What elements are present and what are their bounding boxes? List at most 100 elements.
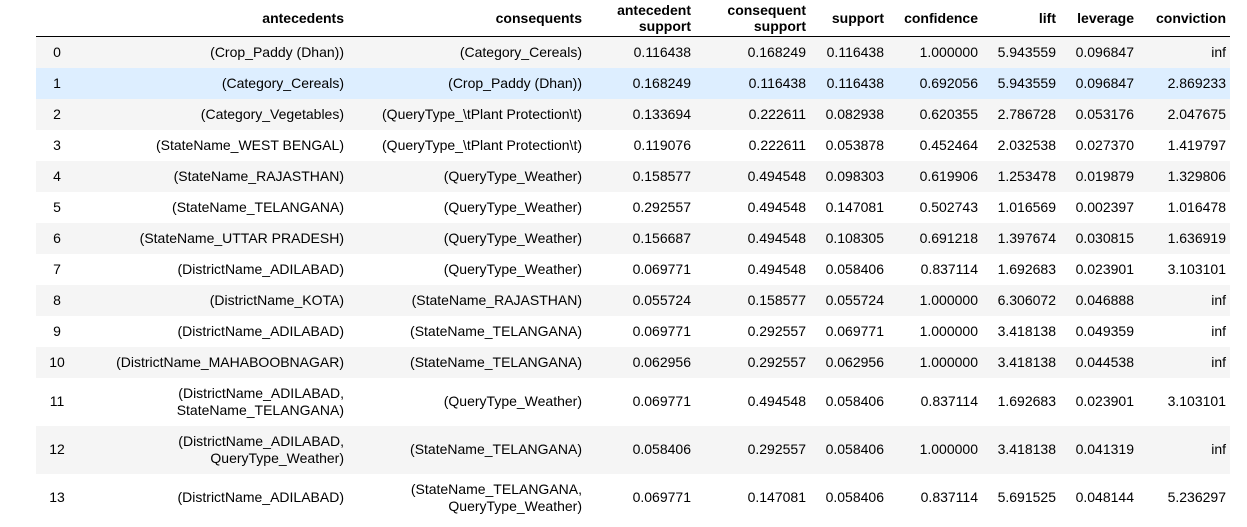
column-header-leverage: leverage [1060, 0, 1138, 37]
row-index: 1 [53, 74, 61, 91]
cell-consequent-support: 0.292557 [747, 441, 806, 457]
cell-consequent-support: 0.494548 [747, 198, 806, 215]
cell-lift: 5.943559 [997, 43, 1056, 60]
cell-lift: 1.692683 [997, 393, 1056, 409]
cell-consequent-support: 0.494548 [747, 260, 806, 277]
cell-antecedent-support: 0.069771 [632, 322, 691, 339]
cell-lift: 1.692683 [997, 260, 1056, 277]
cell-consequents: (QueryType_Weather) [348, 192, 586, 223]
cell-lift: 1.397674 [997, 229, 1056, 246]
column-header-antecedents: antecedents [78, 0, 348, 37]
cell-leverage: 0.044538 [1075, 353, 1134, 370]
column-header-index [36, 0, 78, 37]
cell-consequents: (StateName_TELANGANA) [348, 347, 586, 378]
cell-lift: 1.253478 [997, 167, 1056, 184]
cell-consequents: (StateName_TELANGANA) [348, 316, 586, 347]
table-row: 7 (DistrictName_ADILABAD) (QueryType_Weath… [36, 253, 1230, 285]
consequents-line: (QueryType_Weather) [443, 198, 582, 215]
cell-confidence: 1.000000 [919, 291, 978, 308]
antecedents-line: (StateName_RAJASTHAN) [173, 167, 344, 184]
cell-conviction: 1.329806 [1167, 167, 1226, 184]
cell-lift: 6.306072 [997, 291, 1056, 308]
cell-consequent-support: 0.222611 [748, 136, 806, 153]
cell-leverage: 0.027370 [1075, 136, 1134, 153]
cell-antecedents: (StateName_WEST BENGAL) [78, 130, 348, 161]
cell-support: 0.147081 [825, 198, 884, 215]
table-row: 5 (StateName_TELANGANA) (QueryType_Weather… [36, 191, 1230, 223]
antecedents-line: (DistrictName_KOTA) [209, 291, 344, 308]
table-row: 1 (Category_Cereals) (Crop_Paddy (Dhan)) 0.… [36, 67, 1230, 99]
cell-antecedents: (StateName_RAJASTHAN) [78, 161, 348, 192]
cell-lift: 2.032538 [997, 136, 1056, 153]
row-index: 10 [49, 353, 65, 370]
table-row: 11 (DistrictName_ADILABAD, StateName_TELAN… [36, 377, 1230, 426]
cell-conviction: inf [1211, 43, 1226, 60]
cell-confidence: 0.452464 [919, 136, 978, 153]
table-row: 8 (DistrictName_KOTA) (StateName_RAJASTHAN… [36, 284, 1230, 316]
cell-consequents: (Category_Cereals) [348, 37, 586, 68]
cell-confidence: 1.000000 [919, 353, 978, 370]
dataframe-table: antecedents consequents antecedent suppo… [36, 0, 1230, 522]
column-header-lift: lift [982, 0, 1060, 37]
row-index: 8 [53, 291, 61, 308]
cell-leverage: 0.046888 [1075, 291, 1134, 308]
cell-lift: 2.786728 [997, 105, 1056, 122]
row-index: 3 [53, 136, 61, 153]
row-index: 5 [53, 198, 61, 215]
table-body: 0 (Crop_Paddy (Dhan)) (Category_Cereals) 0.… [36, 36, 1230, 522]
cell-support: 0.069771 [825, 322, 884, 339]
cell-consequent-support: 0.168249 [747, 43, 806, 60]
antecedents-line: (DistrictName_ADILABAD, [178, 384, 344, 401]
table-row: 9 (DistrictName_ADILABAD) (StateName_TELAN… [36, 315, 1230, 347]
cell-antecedent-support: 0.069771 [632, 260, 691, 277]
cell-leverage: 0.019879 [1075, 167, 1134, 184]
cell-leverage: 0.096847 [1075, 43, 1134, 60]
cell-support: 0.116438 [826, 43, 884, 60]
cell-support: 0.055724 [825, 291, 884, 308]
cell-confidence: 0.837114 [920, 489, 978, 505]
table-header: antecedents consequents antecedent suppo… [36, 0, 1230, 37]
cell-confidence: 0.837114 [920, 260, 978, 277]
cell-confidence: 0.619906 [919, 167, 978, 184]
antecedents-line: (Category_Vegetables) [200, 105, 344, 122]
cell-conviction: inf [1211, 441, 1226, 457]
row-index: 4 [53, 167, 61, 184]
antecedents-line: QueryType_Weather) [210, 449, 344, 466]
cell-antecedent-support: 0.069771 [632, 393, 691, 409]
cell-confidence: 0.692056 [919, 74, 978, 91]
consequents-line: (QueryType_Weather) [443, 229, 582, 246]
cell-support: 0.062956 [825, 353, 884, 370]
cell-leverage: 0.023901 [1075, 260, 1134, 277]
antecedents-line: StateName_TELANGANA) [176, 401, 344, 418]
cell-antecedents: (DistrictName_ADILABAD, StateName_TELANGA… [78, 378, 348, 426]
consequents-line: (QueryType_\tPlant Protection\t) [382, 136, 582, 153]
row-index: 7 [53, 260, 61, 277]
cell-consequents: (Crop_Paddy (Dhan)) [348, 68, 586, 99]
cell-antecedents: (DistrictName_ADILABAD) [78, 474, 348, 522]
row-index: 9 [53, 322, 61, 339]
antecedents-line: (DistrictName_ADILABAD) [177, 322, 344, 339]
cell-support: 0.058406 [825, 260, 884, 277]
cell-leverage: 0.049359 [1075, 322, 1134, 339]
consequents-line: (StateName_TELANGANA, [410, 480, 582, 497]
cell-antecedent-support: 0.116438 [633, 43, 691, 60]
cell-consequents: (StateName_TELANGANA) [348, 426, 586, 474]
cell-confidence: 1.000000 [919, 441, 978, 457]
cell-confidence: 0.837114 [920, 393, 978, 409]
cell-leverage: 0.030815 [1075, 229, 1134, 246]
cell-leverage: 0.096847 [1075, 74, 1134, 91]
consequents-line: (Category_Cereals) [459, 43, 582, 60]
consequents-line: (StateName_TELANGANA) [410, 353, 582, 370]
cell-leverage: 0.002397 [1075, 198, 1134, 215]
cell-antecedent-support: 0.062956 [632, 353, 691, 370]
cell-antecedents: (DistrictName_KOTA) [78, 285, 348, 316]
cell-support: 0.116438 [826, 74, 884, 91]
antecedents-line: (DistrictName_ADILABAD) [177, 489, 344, 505]
cell-antecedent-support: 0.292557 [632, 198, 691, 215]
cell-consequent-support: 0.494548 [747, 229, 806, 246]
cell-consequent-support: 0.147081 [747, 489, 806, 505]
cell-conviction: 2.047675 [1167, 105, 1226, 122]
cell-consequents: (QueryType_Weather) [348, 378, 586, 426]
antecedents-line: (DistrictName_MAHABOOBNAGAR) [116, 353, 344, 370]
cell-consequents: (StateName_TELANGANA, QueryType_Weather) [348, 474, 586, 522]
